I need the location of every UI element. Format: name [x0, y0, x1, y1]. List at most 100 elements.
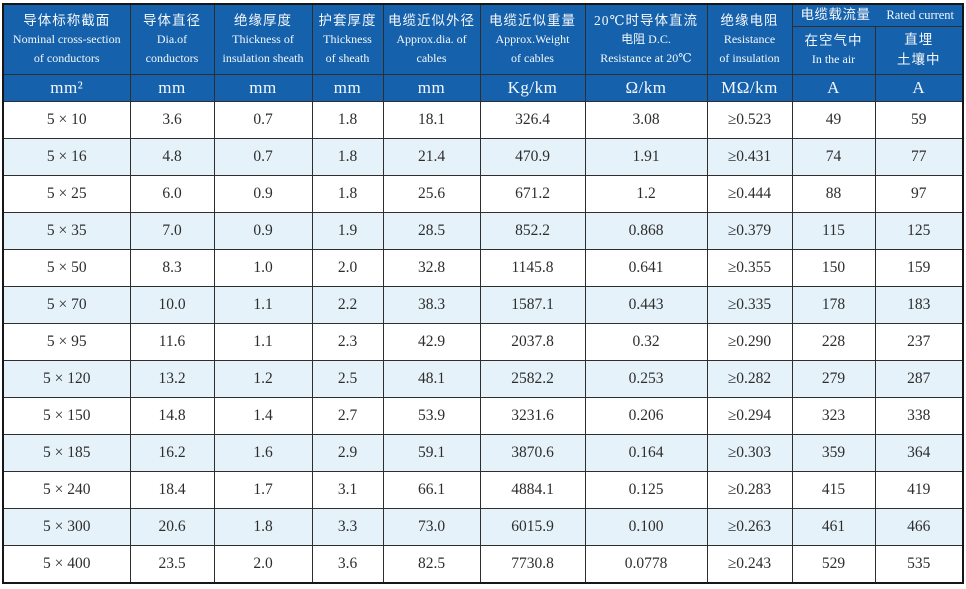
table-cell: 97: [874, 174, 964, 213]
table-cell: ≥0.294: [706, 396, 793, 435]
table-cell: ≥0.243: [706, 544, 793, 583]
table-cell: 49: [791, 100, 876, 139]
col-header-buried: 直埋 土壤中: [874, 25, 964, 75]
table-cell: 5 × 185: [2, 433, 131, 472]
table-cell: 4.8: [129, 137, 215, 176]
table-cell: 2037.8: [479, 322, 586, 361]
table-cell: 5 × 10: [2, 100, 131, 139]
table-cell: 38.3: [382, 285, 481, 324]
header-zh-line: 绝缘厚度: [234, 12, 292, 28]
table-cell: 66.1: [382, 470, 481, 509]
table-cell: 0.0778: [584, 544, 708, 583]
header-en-line: In the air: [811, 52, 856, 67]
table-cell: 115: [791, 211, 876, 250]
col-header-conductor-diameter: 导体直径 Dia.of conductors: [129, 3, 215, 75]
header-en-line: Resistance: [723, 32, 776, 47]
header-en-line: conductors: [145, 51, 199, 66]
table-row: 5 × 300 20.6 1.8 3.3 73.0 6015.9 0.100 ≥0.263 46…: [2, 507, 964, 546]
table-cell: 53.9: [382, 396, 481, 435]
table-cell: 0.125: [584, 470, 708, 509]
table-cell: 1.8: [213, 507, 313, 546]
header-zh-line: 在空气中: [804, 32, 863, 48]
table-cell: 5 × 25: [2, 174, 131, 213]
table-cell: 2.0: [213, 544, 313, 583]
table-cell: 5 × 120: [2, 359, 131, 398]
table-cell: 159: [874, 248, 964, 287]
table-row: 5 × 150 14.8 1.4 2.7 53.9 3231.6 0.206 ≥0.294 32…: [2, 396, 964, 435]
table-cell: ≥0.290: [706, 322, 793, 361]
header-en-line: Rated current: [886, 7, 955, 22]
table-cell: 6015.9: [479, 507, 586, 546]
table-cell: 5 × 400: [2, 544, 131, 583]
col-header-insulation-thickness: 绝缘厚度 Thickness of insulation sheath: [213, 3, 313, 75]
table-row: 5 × 70 10.0 1.1 2.2 38.3 1587.1 0.443 ≥0.335 178…: [2, 285, 964, 324]
table-cell: 0.7: [213, 137, 313, 176]
table-cell: 0.100: [584, 507, 708, 546]
table-cell: 0.164: [584, 433, 708, 472]
col-header-dc-resistance: 20℃时导体直流 电阻 D.C. Resistance at 20℃: [584, 3, 708, 75]
table-cell: 14.8: [129, 396, 215, 435]
header-en-line: 电阻 D.C.: [621, 32, 671, 47]
table-cell: 5 × 95: [2, 322, 131, 361]
header-en-line: Thickness of: [232, 32, 294, 47]
table-row: 5 × 400 23.5 2.0 3.6 82.5 7730.8 0.0778 ≥0.243 5…: [2, 544, 964, 583]
table-cell: ≥0.283: [706, 470, 793, 509]
table-cell: ≥0.431: [706, 137, 793, 176]
table-cell: 1.91: [584, 137, 708, 176]
table-cell: 1.2: [584, 174, 708, 213]
table-cell: 4884.1: [479, 470, 586, 509]
table-cell: 2582.2: [479, 359, 586, 398]
table-cell: 73.0: [382, 507, 481, 546]
header-zh-line: 20℃时导体直流: [593, 12, 699, 28]
table-cell: 32.8: [382, 248, 481, 287]
table-row: 5 × 95 11.6 1.1 2.3 42.9 2037.8 0.32 ≥0.290 228 2…: [2, 322, 964, 361]
table-cell: 5 × 70: [2, 285, 131, 324]
table-cell: 323: [791, 396, 876, 435]
header-en-line: Dia.of: [156, 32, 188, 47]
table-cell: ≥0.282: [706, 359, 793, 398]
table-cell: 6.0: [129, 174, 215, 213]
col-header-in-air: 在空气中 In the air: [791, 25, 876, 75]
table-row: 5 × 50 8.3 1.0 2.0 32.8 1145.8 0.641 ≥0.355 150 1…: [2, 248, 964, 287]
unit-cell-in-air: A: [791, 73, 876, 102]
table-cell: ≥0.303: [706, 433, 793, 472]
unit-cell-insulation: mm: [213, 73, 313, 102]
table-cell: 364: [874, 433, 964, 472]
col-header-insulation-resistance: 绝缘电阻 Resistance of insulation: [706, 3, 793, 75]
table-cell: 852.2: [479, 211, 586, 250]
table-cell: 48.1: [382, 359, 481, 398]
col-header-sheath-thickness: 护套厚度 Thickness of sheath: [311, 3, 384, 75]
header-zh-line: 电缆载流量: [800, 7, 871, 23]
header-zh-line: 导体标称截面: [23, 12, 111, 28]
table-cell: 3.08: [584, 100, 708, 139]
table-cell: 1.7: [213, 470, 313, 509]
header-en-line: cables: [416, 51, 447, 66]
table-cell: 279: [791, 359, 876, 398]
table-cell: 5 × 150: [2, 396, 131, 435]
table-row: 5 × 16 4.8 0.7 1.8 21.4 470.9 1.91 ≥0.431 74 77: [2, 137, 964, 176]
table-row: 5 × 35 7.0 0.9 1.9 28.5 852.2 0.868 ≥0.379 115 12…: [2, 211, 964, 250]
header-en-line: Approx.dia. of: [396, 32, 467, 47]
table-cell: 1.0: [213, 248, 313, 287]
table-cell: 326.4: [479, 100, 586, 139]
table-row: 5 × 120 13.2 1.2 2.5 48.1 2582.2 0.253 ≥0.282 27…: [2, 359, 964, 398]
table-cell: 1.8: [311, 174, 384, 213]
header-en-line: of sheath: [325, 51, 370, 66]
table-header: 导体标称截面 Nominal cross-section of conducto…: [2, 3, 964, 102]
header-row-main: 导体标称截面 Nominal cross-section of conducto…: [2, 3, 964, 75]
table-cell: 3870.6: [479, 433, 586, 472]
table-cell: 59: [874, 100, 964, 139]
table-cell: 0.253: [584, 359, 708, 398]
table-cell: 42.9: [382, 322, 481, 361]
table-cell: 1.4: [213, 396, 313, 435]
header-en-line: of cables: [511, 51, 554, 66]
table-cell: 16.2: [129, 433, 215, 472]
table-cell: ≥0.444: [706, 174, 793, 213]
table-cell: 1.2: [213, 359, 313, 398]
table-cell: 1.8: [311, 137, 384, 176]
header-zh-line: 土壤中: [897, 52, 941, 67]
table-cell: 671.2: [479, 174, 586, 213]
table-cell: 18.4: [129, 470, 215, 509]
header-zh-line: 直埋: [904, 32, 934, 48]
table-cell: 5 × 300: [2, 507, 131, 546]
